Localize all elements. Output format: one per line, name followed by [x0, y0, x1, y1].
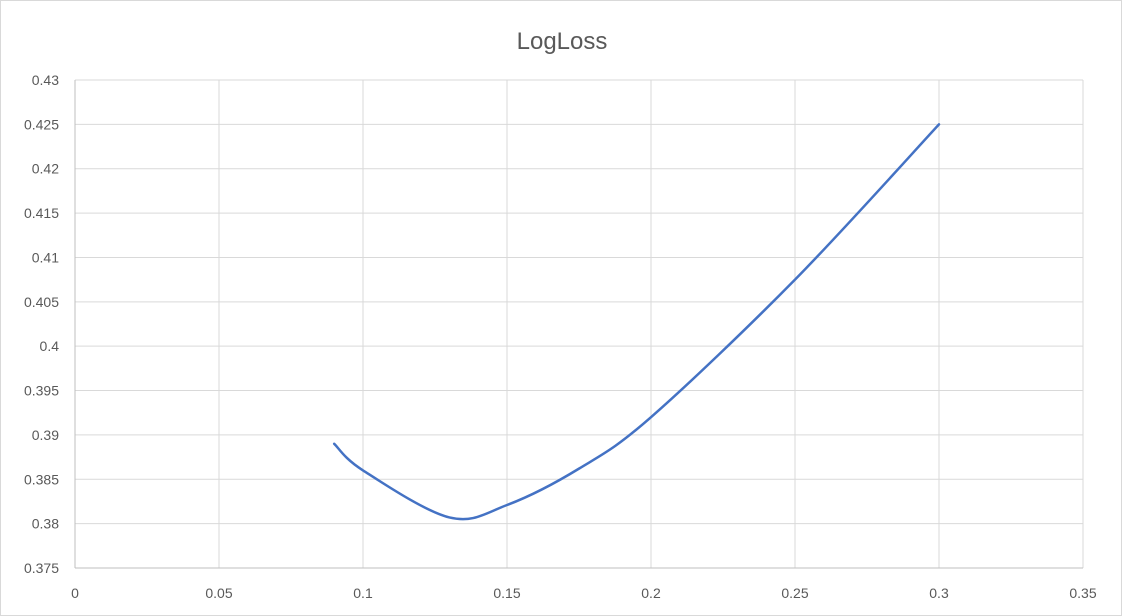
x-tick-label: 0.35	[1069, 585, 1096, 601]
x-tick-label: 0.1	[353, 585, 373, 601]
y-tick-label: 0.43	[32, 72, 59, 88]
y-tick-label: 0.42	[32, 161, 59, 177]
y-tick-label: 0.425	[24, 116, 59, 132]
gridlines	[74, 79, 1084, 569]
y-tick-label: 0.38	[32, 516, 59, 532]
x-tick-label: 0.15	[493, 585, 520, 601]
y-tick-label: 0.395	[24, 383, 59, 399]
y-tick-label: 0.415	[24, 205, 59, 221]
axis-tick-labels: 0.375 0.38 0.385 0.39 0.395 0.4 0.405 0.41 0.415…	[24, 72, 1097, 601]
y-tick-label: 0.4	[40, 338, 60, 354]
x-tick-label: 0.3	[929, 585, 949, 601]
y-tick-label: 0.41	[32, 249, 59, 265]
y-tick-label: 0.39	[32, 427, 59, 443]
x-tick-label: 0.2	[641, 585, 661, 601]
chart-title: LogLoss	[517, 28, 608, 55]
y-tick-label: 0.405	[24, 294, 59, 310]
y-tick-label: 0.375	[24, 560, 59, 576]
series-line-0	[332, 123, 941, 521]
series-lines	[332, 123, 941, 521]
x-tick-label: 0.25	[781, 585, 808, 601]
y-tick-label: 0.385	[24, 471, 59, 487]
x-tick-label: 0.05	[205, 585, 232, 601]
x-tick-label: 0	[71, 585, 79, 601]
